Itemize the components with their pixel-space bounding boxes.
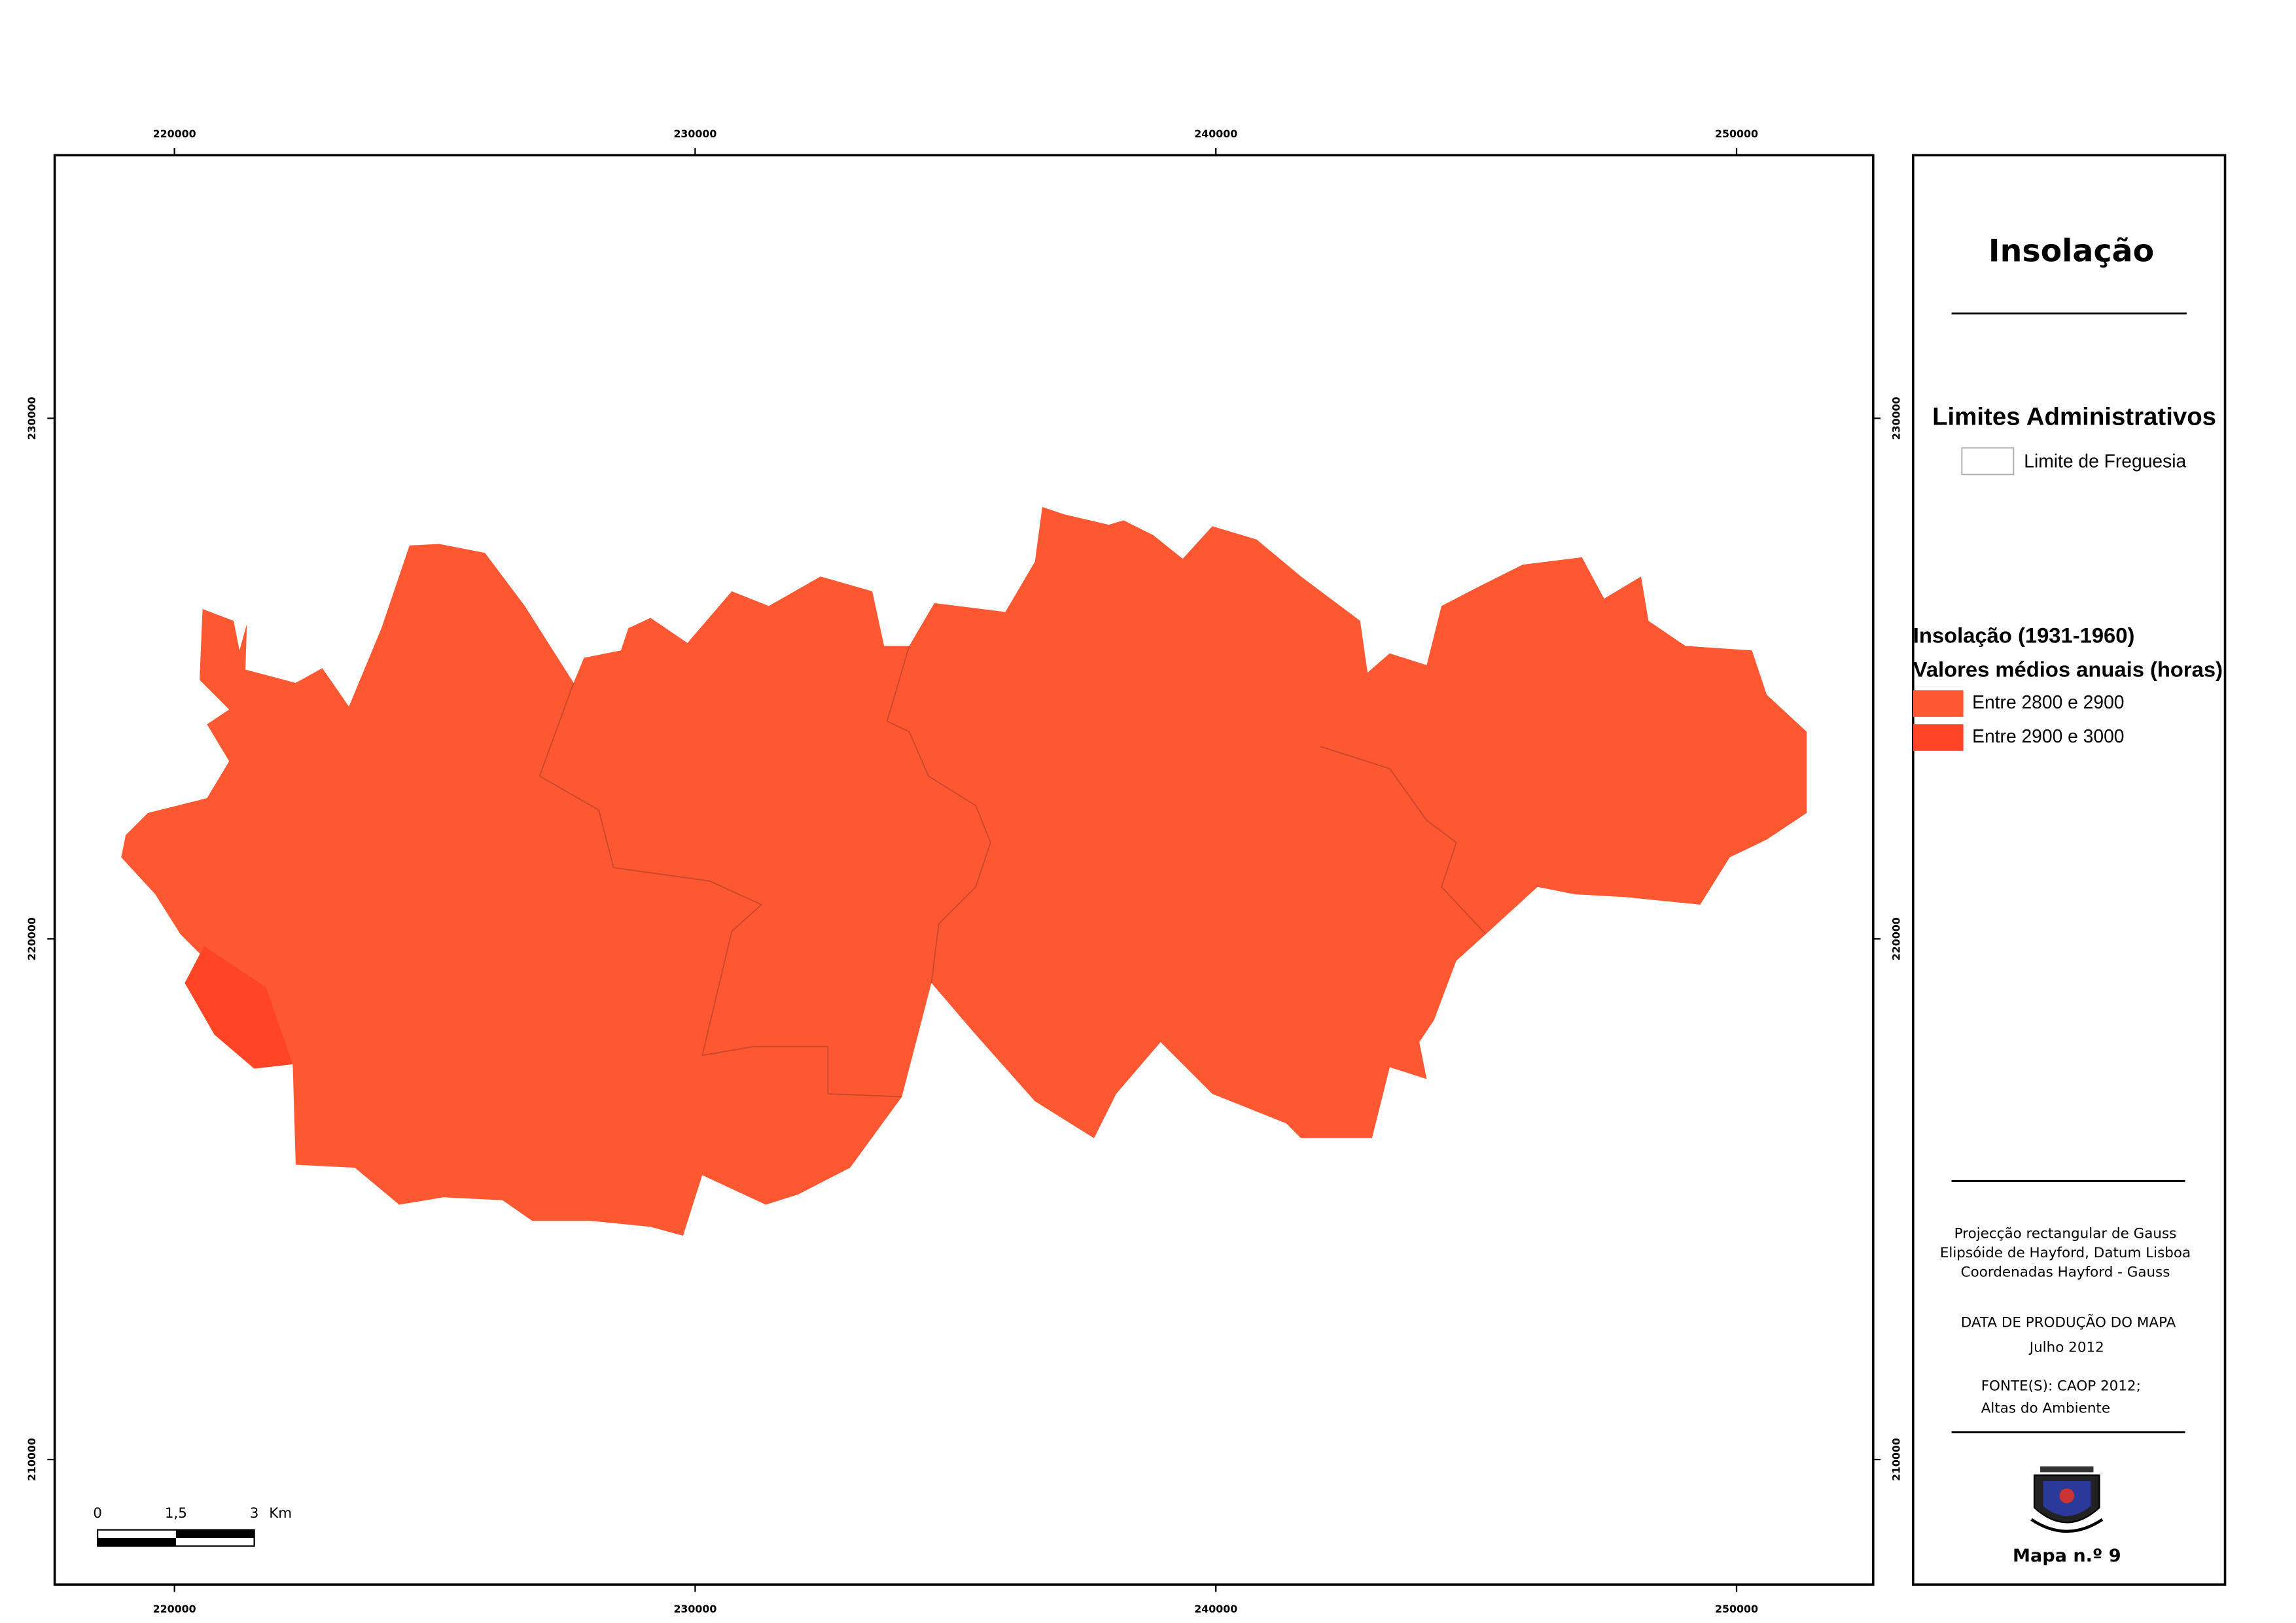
legend-label: Limite de Freguesia bbox=[2024, 451, 2186, 472]
x-tick-label: 250000 bbox=[1715, 1603, 1758, 1615]
note: Altas do Ambiente bbox=[1981, 1400, 2110, 1416]
map-title: Insolação bbox=[1988, 233, 2154, 269]
x-tick-label: 220000 bbox=[153, 128, 196, 140]
x-tick-label: 240000 bbox=[1194, 1603, 1237, 1615]
municipal-logo bbox=[2030, 1466, 2104, 1533]
note: DATA DE PRODUÇÃO DO MAPA bbox=[1961, 1313, 2176, 1331]
y-tick-label: 220000 bbox=[1890, 917, 1902, 960]
y-tick-label: 230000 bbox=[26, 396, 38, 440]
x-tick-label: 230000 bbox=[673, 1603, 716, 1615]
scale-bar: 0 1,5 3 Km bbox=[93, 1505, 292, 1547]
note: FONTE(S): CAOP 2012; bbox=[1981, 1378, 2141, 1394]
note: Coordenadas Hayford - Gauss bbox=[1961, 1264, 2170, 1280]
x-tick-label: 240000 bbox=[1194, 128, 1237, 140]
y-tick-label: 210000 bbox=[1890, 1438, 1902, 1481]
coordinate-ticks: 220000 220000 230000 230000 240000 240000 2500… bbox=[26, 128, 1902, 1615]
legend-classes: Entre 2800 e 2900 Entre 2900 e 3000 bbox=[1913, 690, 2125, 751]
legend-title: Limites Administrativos bbox=[1932, 403, 2216, 431]
map-frame bbox=[53, 154, 1875, 1586]
map-number: Mapa n.º 9 bbox=[2013, 1546, 2121, 1566]
legend-frame bbox=[1911, 154, 2227, 1586]
parish bbox=[121, 507, 1807, 1236]
legend-swatch bbox=[1913, 690, 1964, 717]
legend-subtitle: Valores médios anuais (horas) bbox=[1913, 657, 2223, 682]
legend-label: Entre 2900 e 3000 bbox=[1972, 725, 2124, 746]
note: Projecção rectangular de Gauss bbox=[1954, 1226, 2177, 1242]
x-tick-label: 230000 bbox=[673, 128, 716, 140]
note: Elipsóide de Hayford, Datum Lisboa bbox=[1940, 1245, 2191, 1261]
parishes bbox=[121, 507, 1807, 1236]
legend-swatch bbox=[1961, 447, 2015, 476]
scale-label: 0 bbox=[93, 1505, 102, 1522]
y-tick-label: 230000 bbox=[1890, 396, 1902, 440]
x-tick-label: 250000 bbox=[1715, 128, 1758, 140]
legend-label: Entre 2800 e 2900 bbox=[1972, 691, 2124, 712]
x-tick-label: 220000 bbox=[153, 1603, 196, 1615]
scale-unit: Km bbox=[269, 1505, 292, 1522]
legend-title: Insolação (1931-1960) bbox=[1913, 623, 2135, 648]
legend-swatch bbox=[1913, 724, 1964, 751]
scale-label: 1,5 bbox=[165, 1505, 187, 1522]
y-tick-label: 220000 bbox=[26, 917, 38, 960]
scale-label: 3 bbox=[250, 1505, 259, 1522]
parish-boundary bbox=[539, 646, 1487, 1098]
parish bbox=[185, 946, 293, 1069]
y-tick-label: 210000 bbox=[26, 1438, 38, 1481]
note: Julho 2012 bbox=[2028, 1340, 2104, 1356]
